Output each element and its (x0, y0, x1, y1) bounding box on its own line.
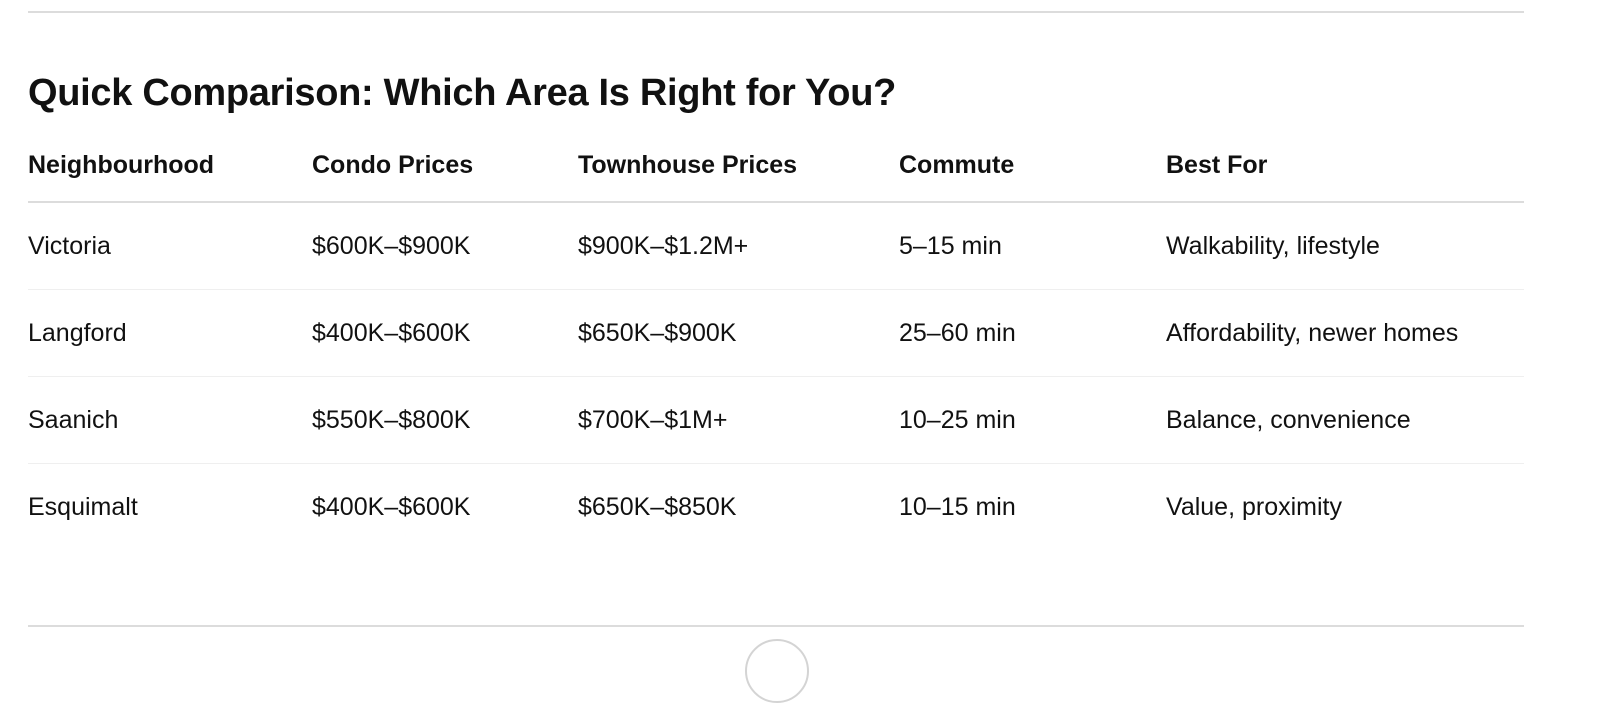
cell-best-for: Value, proximity (1166, 492, 1342, 521)
scroll-button[interactable] (745, 639, 809, 703)
comparison-table: Neighbourhood Condo Prices Townhouse Pri… (28, 138, 1524, 550)
cell-best-for: Walkability, lifestyle (1166, 202, 1524, 290)
section-heading: Quick Comparison: Which Area Is Right fo… (28, 72, 897, 114)
cell-townhouse-prices: $650K–$850K (578, 492, 737, 521)
cell-neighbourhood: Langford (28, 289, 312, 377)
cell-condo-prices: $400K–$600K (312, 289, 578, 377)
table-row: Langford $400K–$600K $650K–$900K 25–60 m… (28, 289, 1524, 377)
cell-condo-prices: $550K–$800K (312, 376, 578, 464)
top-divider (28, 11, 1524, 13)
table-row: Esquimalt $400K–$600K $650K–$850K 10–15 … (28, 464, 1524, 551)
cell-neighbourhood: Victoria (28, 202, 312, 290)
cell-commute: 5–15 min (899, 202, 1166, 290)
cell-townhouse-prices: $900K–$1.2M+ (578, 202, 899, 290)
header-condo-prices: Condo Prices (312, 138, 578, 203)
header-neighbourhood: Neighbourhood (28, 138, 312, 203)
table-header-row: Neighbourhood Condo Prices Townhouse Pri… (28, 138, 1524, 203)
cell-commute: 25–60 min (899, 289, 1166, 377)
bottom-divider (28, 625, 1524, 627)
cell-townhouse-prices: $650K–$900K (578, 289, 899, 377)
cell-best-for: Affordability, newer homes (1166, 289, 1524, 377)
table-row: Victoria $600K–$900K $900K–$1.2M+ 5–15 m… (28, 202, 1524, 290)
header-best-for: Best For (1166, 138, 1524, 203)
cell-best-for: Balance, convenience (1166, 376, 1524, 464)
cell-commute: 10–15 min (899, 492, 1016, 521)
cell-neighbourhood: Saanich (28, 376, 312, 464)
header-commute: Commute (899, 138, 1166, 203)
cell-commute: 10–25 min (899, 376, 1166, 464)
header-townhouse-prices: Townhouse Prices (578, 138, 899, 203)
cell-neighbourhood: Esquimalt (28, 492, 138, 521)
cell-condo-prices: $600K–$900K (312, 202, 578, 290)
table-row: Saanich $550K–$800K $700K–$1M+ 10–25 min… (28, 376, 1524, 464)
cell-townhouse-prices: $700K–$1M+ (578, 376, 899, 464)
cell-condo-prices: $400K–$600K (312, 492, 471, 521)
